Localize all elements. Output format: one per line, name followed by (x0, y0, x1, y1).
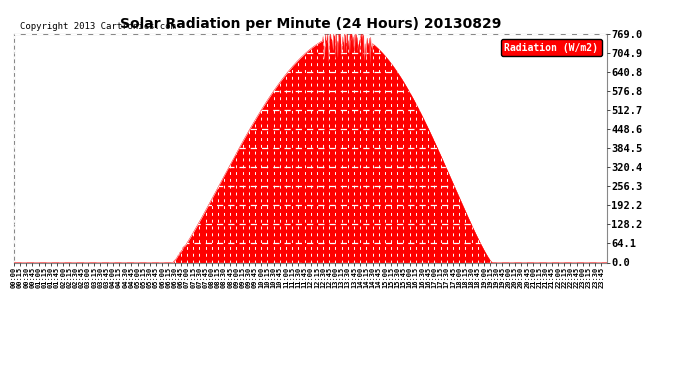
Text: Copyright 2013 Cartronics.com: Copyright 2013 Cartronics.com (20, 22, 176, 32)
Legend: Radiation (W/m2): Radiation (W/m2) (500, 39, 602, 56)
Title: Solar Radiation per Minute (24 Hours) 20130829: Solar Radiation per Minute (24 Hours) 20… (120, 17, 501, 31)
